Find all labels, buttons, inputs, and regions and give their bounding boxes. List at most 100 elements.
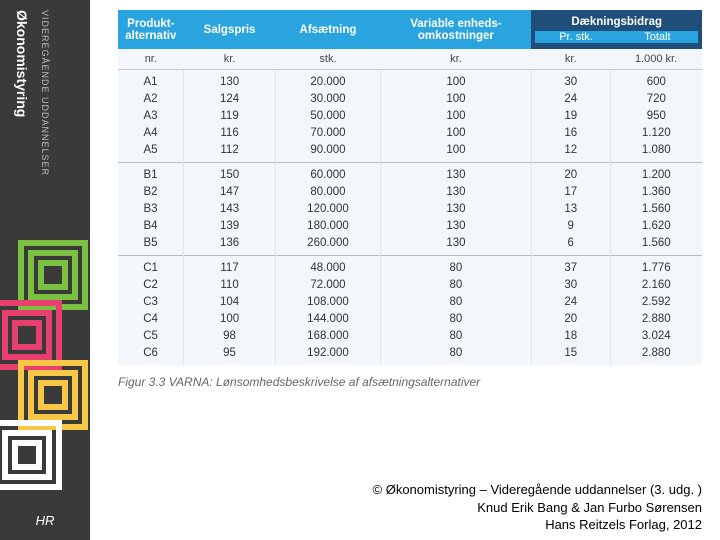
cell-nr: C6	[118, 345, 184, 366]
cell-vo: 80	[380, 328, 531, 345]
table-row: A212430.00010024720	[118, 91, 702, 108]
cell-tot: 1.560	[610, 235, 702, 256]
cell-tot: 2.592	[610, 294, 702, 311]
table-row: B214780.000130171.360	[118, 184, 702, 201]
cell-pris: 98	[184, 328, 276, 345]
cell-vo: 100	[380, 125, 531, 142]
book-subtitle: VIDEREGÅENDE UDDANNELSER	[40, 10, 50, 176]
col-db-label: Dækningsbidrag	[535, 16, 698, 28]
col-db-tot: Totalt	[617, 31, 698, 43]
cell-afs: 120.000	[275, 201, 380, 218]
cell-tot: 1.080	[610, 142, 702, 163]
unit-nr: nr.	[118, 49, 184, 70]
cell-pris: 136	[184, 235, 276, 256]
cell-nr: C2	[118, 277, 184, 294]
table-row: C211072.00080302.160	[118, 277, 702, 294]
cell-afs: 192.000	[275, 345, 380, 366]
cell-vo: 130	[380, 184, 531, 201]
cell-stk: 20	[531, 311, 610, 328]
cell-nr: B5	[118, 235, 184, 256]
col-afsaetning: Afsætning	[275, 10, 380, 49]
cell-nr: C5	[118, 328, 184, 345]
cell-afs: 180.000	[275, 218, 380, 235]
cell-afs: 50.000	[275, 108, 380, 125]
cell-vo: 130	[380, 201, 531, 218]
cell-pris: 117	[184, 256, 276, 277]
footer-line-3: Hans Reitzels Forlag, 2012	[118, 516, 702, 534]
cell-tot: 1.120	[610, 125, 702, 142]
table-row: C111748.00080371.776	[118, 256, 702, 277]
cell-pris: 130	[184, 70, 276, 91]
cell-tot: 720	[610, 91, 702, 108]
col-db-stk: Pr. stk.	[535, 31, 616, 43]
cell-nr: C1	[118, 256, 184, 277]
data-table-wrap: Produkt- alternativ Salgspris Afsætning …	[118, 10, 702, 365]
table-row: B5136260.00013061.560	[118, 235, 702, 256]
cell-pris: 139	[184, 218, 276, 235]
cell-stk: 20	[531, 163, 610, 184]
cell-tot: 3.024	[610, 328, 702, 345]
table-row: C4100144.00080202.880	[118, 311, 702, 328]
cell-pris: 143	[184, 201, 276, 218]
cell-pris: 147	[184, 184, 276, 201]
cell-afs: 70.000	[275, 125, 380, 142]
main-content: Produkt- alternativ Salgspris Afsætning …	[90, 0, 720, 540]
footer-line-1: © Økonomistyring – Videregående uddannel…	[118, 481, 702, 499]
cell-tot: 1.620	[610, 218, 702, 235]
book-title: Økonomistyring	[14, 10, 30, 117]
table-row: A311950.00010019950	[118, 108, 702, 125]
cell-pris: 110	[184, 277, 276, 294]
col-produkt: Produkt- alternativ	[118, 10, 184, 49]
cell-tot: 1.776	[610, 256, 702, 277]
col-db-group: Dækningsbidrag Pr. stk. Totalt	[531, 10, 702, 49]
cell-nr: A4	[118, 125, 184, 142]
unit-kr: kr.	[531, 49, 610, 70]
cell-afs: 48.000	[275, 256, 380, 277]
cell-vo: 100	[380, 91, 531, 108]
cell-afs: 168.000	[275, 328, 380, 345]
cell-vo: 80	[380, 311, 531, 328]
table-row: B115060.000130201.200	[118, 163, 702, 184]
cell-afs: 20.000	[275, 70, 380, 91]
cell-nr: A3	[118, 108, 184, 125]
cell-vo: 130	[380, 235, 531, 256]
cell-nr: C4	[118, 311, 184, 328]
spine-background: Økonomistyring VIDEREGÅENDE UDDANNELSER	[0, 0, 90, 500]
cell-vo: 100	[380, 142, 531, 163]
cell-vo: 130	[380, 163, 531, 184]
unit-kr: kr.	[380, 49, 531, 70]
cell-vo: 100	[380, 70, 531, 91]
cell-vo: 80	[380, 277, 531, 294]
slide-footer: © Økonomistyring – Videregående uddannel…	[118, 463, 702, 534]
cell-nr: A2	[118, 91, 184, 108]
cell-pris: 112	[184, 142, 276, 163]
cell-tot: 950	[610, 108, 702, 125]
cell-pris: 124	[184, 91, 276, 108]
cell-afs: 260.000	[275, 235, 380, 256]
cell-nr: B1	[118, 163, 184, 184]
cell-nr: C3	[118, 294, 184, 311]
spine-decoration	[0, 240, 90, 500]
cell-tot: 1.560	[610, 201, 702, 218]
cell-vo: 80	[380, 294, 531, 311]
cell-nr: A5	[118, 142, 184, 163]
cell-pris: 119	[184, 108, 276, 125]
cell-stk: 18	[531, 328, 610, 345]
table-header: Produkt- alternativ Salgspris Afsætning …	[118, 10, 702, 70]
cell-stk: 37	[531, 256, 610, 277]
cell-stk: 24	[531, 294, 610, 311]
footer-line-2: Knud Erik Bang & Jan Furbo Sørensen	[118, 499, 702, 517]
table-row: B3143120.000130131.560	[118, 201, 702, 218]
cell-stk: 16	[531, 125, 610, 142]
cell-pris: 100	[184, 311, 276, 328]
book-spine-sidebar: Økonomistyring VIDEREGÅENDE UDDANNELSER …	[0, 0, 90, 540]
cell-pris: 150	[184, 163, 276, 184]
cell-stk: 6	[531, 235, 610, 256]
cell-tot: 1.360	[610, 184, 702, 201]
figure-caption: Figur 3.3 VARNA: Lønsomhedsbeskrivelse a…	[118, 375, 702, 389]
cell-stk: 24	[531, 91, 610, 108]
table-row: C598168.00080183.024	[118, 328, 702, 345]
table-row: A511290.000100121.080	[118, 142, 702, 163]
cell-stk: 19	[531, 108, 610, 125]
cell-tot: 2.880	[610, 311, 702, 328]
